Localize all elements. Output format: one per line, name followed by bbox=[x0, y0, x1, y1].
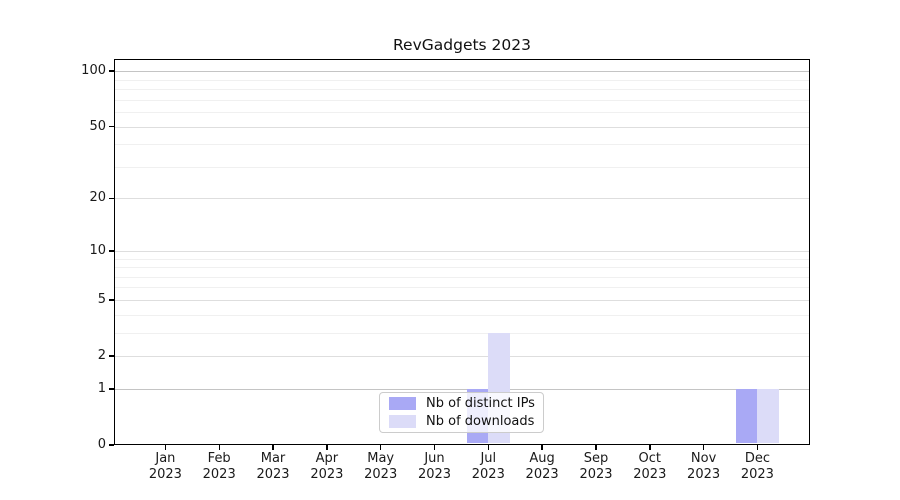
x-tick-month: Aug bbox=[529, 451, 555, 466]
x-tick-month: Jul bbox=[480, 451, 497, 466]
x-tick-label: Sep 2023 bbox=[566, 451, 626, 482]
y-tick-label: 2 bbox=[97, 348, 106, 363]
gridline-major bbox=[115, 388, 809, 390]
gridline-minor bbox=[115, 314, 809, 316]
x-tick-month: Sep bbox=[583, 451, 609, 466]
gridline-minor bbox=[115, 332, 809, 334]
x-tick-label: Mar 2023 bbox=[243, 451, 303, 482]
x-tick-mark bbox=[541, 445, 543, 450]
x-tick-year: 2023 bbox=[525, 466, 559, 482]
gridline-major bbox=[115, 71, 809, 73]
gridline-minor bbox=[115, 258, 809, 260]
x-tick-month: Feb bbox=[207, 451, 231, 466]
gridline-major bbox=[115, 198, 809, 200]
x-tick-year: 2023 bbox=[148, 466, 182, 482]
x-tick-mark bbox=[756, 445, 759, 450]
y-tick-mark bbox=[109, 299, 114, 301]
x-tick-month: Jan bbox=[155, 451, 176, 466]
legend-swatch-downloads bbox=[389, 415, 416, 428]
x-tick-mark bbox=[433, 445, 436, 450]
plot-area-border bbox=[114, 59, 810, 445]
x-tick-year: 2023 bbox=[417, 466, 452, 482]
legend-label-distinct-ips: Nb of distinct IPs bbox=[426, 396, 535, 411]
gridline-major bbox=[115, 356, 809, 357]
x-tick-label: Aug 2023 bbox=[512, 451, 572, 482]
y-tick-label: 100 bbox=[81, 63, 106, 79]
legend-item-distinct-ips: Nb of distinct IPs bbox=[389, 396, 535, 411]
gridline-minor bbox=[115, 287, 809, 289]
x-tick-month: Nov bbox=[690, 451, 717, 466]
y-tick-label: 1 bbox=[97, 380, 106, 396]
x-tick-label: May 2023 bbox=[351, 451, 411, 482]
y-tick-mark bbox=[109, 197, 114, 200]
bar-downloads-dec bbox=[757, 388, 779, 444]
x-tick-mark bbox=[164, 445, 167, 450]
y-tick-mark bbox=[109, 388, 114, 390]
x-tick-mark bbox=[218, 445, 220, 450]
x-tick-label: Feb 2023 bbox=[189, 451, 249, 482]
x-tick-label: Oct 2023 bbox=[620, 451, 680, 482]
y-tick-mark bbox=[109, 250, 114, 252]
legend-item-downloads: Nb of downloads bbox=[389, 414, 534, 429]
y-tick-mark bbox=[109, 125, 114, 128]
x-tick-year: 2023 bbox=[687, 466, 721, 482]
chart-title: RevGadgets 2023 bbox=[392, 36, 532, 54]
x-tick-year: 2023 bbox=[364, 466, 398, 482]
bar-distinct-ips-dec bbox=[735, 388, 758, 444]
x-tick-year: 2023 bbox=[256, 466, 290, 482]
gridline-major bbox=[115, 250, 809, 252]
x-tick-month: Jun bbox=[424, 451, 445, 466]
x-tick-label: Nov 2023 bbox=[674, 451, 734, 482]
x-tick-month: May bbox=[367, 451, 395, 466]
y-tick-label: 10 bbox=[89, 242, 106, 258]
y-tick-label: 20 bbox=[89, 190, 106, 206]
legend-label-downloads: Nb of downloads bbox=[426, 414, 535, 429]
x-tick-month: Oct bbox=[638, 451, 662, 466]
x-tick-mark bbox=[379, 445, 382, 450]
x-tick-year: 2023 bbox=[202, 466, 236, 482]
gridline-minor bbox=[115, 144, 809, 146]
x-tick-mark bbox=[595, 445, 597, 450]
y-tick-label: 5 bbox=[97, 291, 106, 307]
x-tick-year: 2023 bbox=[310, 466, 344, 482]
x-tick-year: 2023 bbox=[579, 466, 613, 482]
gridline-minor bbox=[115, 267, 809, 268]
gridline-minor bbox=[115, 79, 809, 81]
legend-swatch-distinct-ips bbox=[389, 397, 416, 410]
y-tick-label: 50 bbox=[89, 118, 106, 134]
y-tick-label: 0 bbox=[97, 437, 106, 452]
gridline-major bbox=[115, 299, 809, 301]
x-tick-label: Jan 2023 bbox=[135, 451, 195, 482]
gridline-major bbox=[115, 126, 809, 128]
gridline-minor bbox=[115, 99, 809, 101]
x-tick-month: Dec bbox=[744, 451, 770, 466]
x-tick-mark bbox=[702, 445, 705, 450]
x-tick-year: 2023 bbox=[633, 466, 667, 482]
x-tick-label: Dec 2023 bbox=[727, 451, 787, 482]
gridline-minor bbox=[115, 166, 809, 168]
legend: Nb of distinct IPs Nb of downloads bbox=[379, 392, 544, 433]
x-tick-label: Jun 2023 bbox=[405, 451, 465, 482]
gridline-minor bbox=[115, 89, 809, 91]
x-tick-mark bbox=[272, 445, 274, 450]
x-tick-label: Jul 2023 bbox=[458, 451, 518, 482]
gridline-minor bbox=[115, 276, 809, 278]
x-tick-mark bbox=[649, 445, 651, 450]
x-tick-year: 2023 bbox=[740, 466, 774, 482]
y-tick-mark bbox=[109, 355, 114, 357]
x-tick-year: 2023 bbox=[471, 466, 505, 482]
x-tick-month: Mar bbox=[260, 451, 286, 466]
y-tick-mark bbox=[109, 70, 114, 72]
x-tick-month: Apr bbox=[315, 451, 339, 466]
gridline-minor bbox=[115, 112, 809, 113]
x-tick-mark bbox=[487, 445, 490, 450]
x-tick-mark bbox=[326, 445, 328, 450]
y-tick-mark bbox=[109, 444, 114, 446]
x-tick-label: Apr 2023 bbox=[297, 451, 357, 482]
